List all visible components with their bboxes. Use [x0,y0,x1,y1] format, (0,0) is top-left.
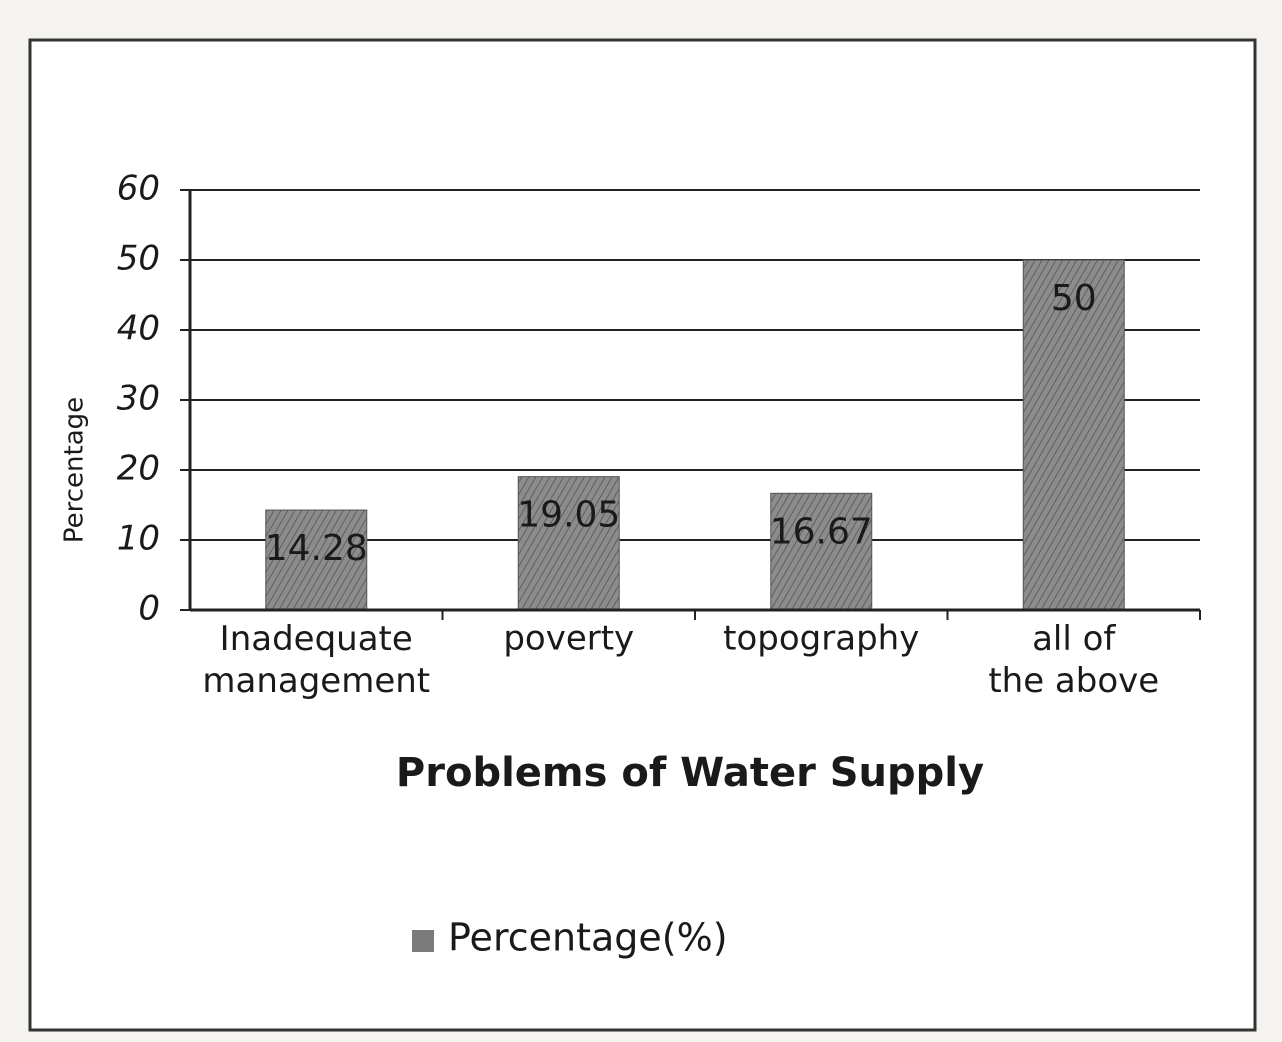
x-tick-label: Inadequate management [202,619,430,701]
bar [517,476,620,611]
y-tick-label: 60 [117,169,160,209]
y-tick-label: 0 [138,589,160,629]
x-axis-label: Problems of Water Supply [396,750,984,796]
x-tick-label: poverty [503,619,634,659]
y-tick-label: 40 [117,309,160,349]
x-tick-label: topography [723,619,919,659]
value-label: 16.67 [770,511,873,552]
bar [265,509,368,611]
y-axis-label: Percentage [60,397,90,543]
legend-label: Percentage(%) [448,916,728,960]
y-tick-label: 20 [117,449,160,489]
value-label: 19.05 [517,495,620,536]
y-tick-label: 50 [117,239,160,279]
x-tick-label: all of the above [988,619,1159,701]
y-tick-label: 30 [117,379,160,419]
bar [1022,259,1125,611]
y-tick-label: 10 [117,519,160,559]
value-label: 14.28 [265,528,368,569]
value-label: 50 [1051,278,1097,319]
bar [770,492,873,611]
legend-swatch [412,930,434,952]
